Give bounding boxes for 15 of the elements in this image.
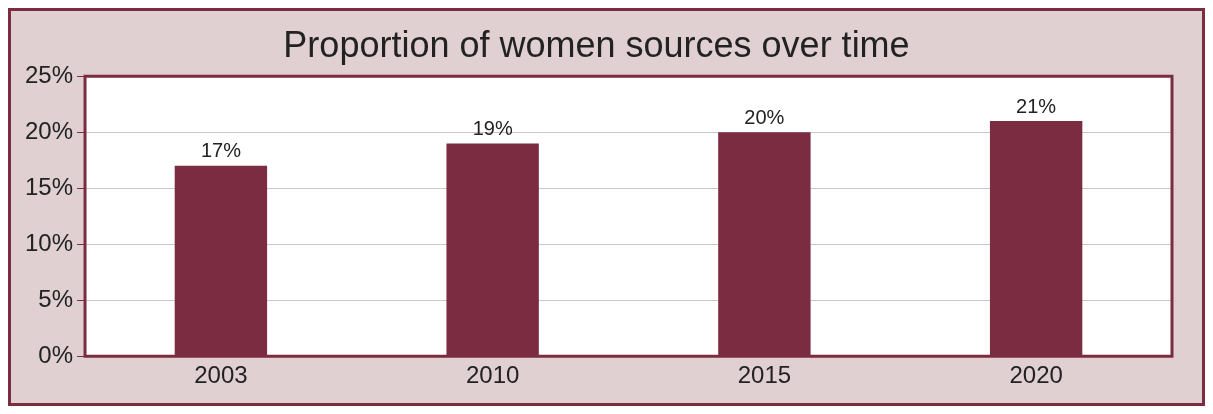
chart-title: Proportion of women sources over time <box>283 23 910 65</box>
x-tick-label: 2010 <box>465 361 520 389</box>
data-label: 19% <box>472 116 513 139</box>
y-tick-label: 15% <box>24 172 74 200</box>
x-tick-label: 2015 <box>737 361 792 389</box>
x-tick-label: 2020 <box>1009 361 1063 389</box>
data-label: 21% <box>1016 94 1057 117</box>
data-label: 20% <box>744 105 785 128</box>
y-tick-label: 25% <box>24 60 74 88</box>
y-tick-label: 10% <box>24 228 74 256</box>
data-label: 17% <box>200 139 242 162</box>
y-tick-label: 5% <box>38 284 74 312</box>
x-tick-label: 2003 <box>194 361 248 389</box>
y-tick-label: 20% <box>24 116 74 144</box>
y-tick-label: 0% <box>38 340 74 368</box>
